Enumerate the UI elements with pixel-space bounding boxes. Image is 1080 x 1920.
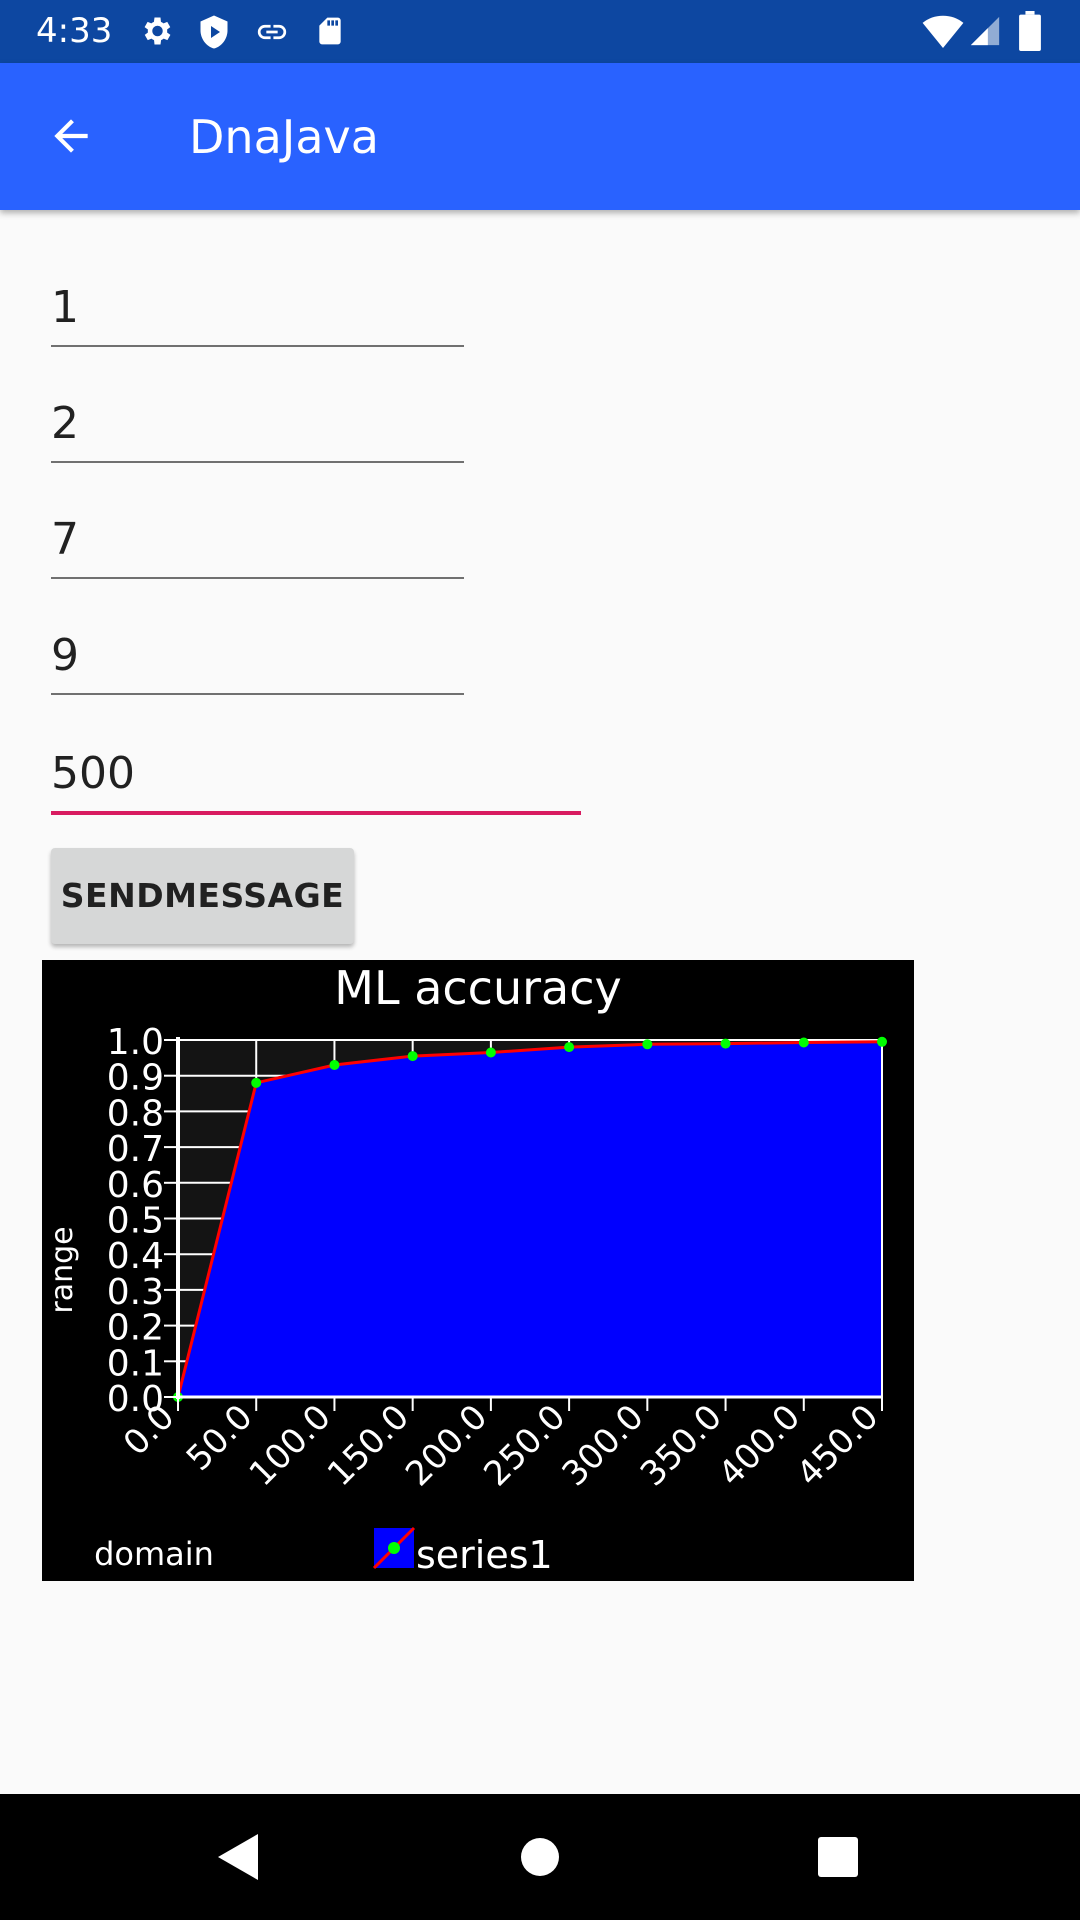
arrow-back-icon: [54, 119, 88, 153]
y-tick-label: 0.1: [107, 1343, 164, 1384]
accuracy-chart: 0.00.10.20.30.40.50.60.70.80.91.00.050.0…: [42, 960, 914, 1581]
data-point: [720, 1038, 731, 1049]
link-icon: [257, 24, 287, 40]
y-tick-label: 0.2: [107, 1308, 164, 1349]
input-field-1[interactable]: 1: [51, 275, 464, 347]
y-tick-label: 0.7: [107, 1129, 164, 1170]
sd-card-icon: [319, 17, 341, 45]
x-axis-label: domain: [94, 1535, 214, 1573]
input-field-3[interactable]: 7: [51, 507, 464, 579]
input-field-2[interactable]: 2: [51, 391, 464, 463]
legend-point: [388, 1542, 400, 1554]
gear-icon: [144, 17, 171, 45]
send-message-button[interactable]: SENDMESSAGE: [51, 848, 354, 944]
series-line: [176, 1040, 883, 1398]
series-area: [178, 1041, 882, 1397]
data-point: [407, 1051, 418, 1062]
data-point: [329, 1059, 340, 1070]
wifi-icon: [922, 15, 964, 48]
status-time: 4:33: [36, 11, 113, 51]
y-tick-label: 0.5: [107, 1201, 164, 1242]
y-tick-label: 0.4: [107, 1236, 164, 1277]
home-circle-icon[interactable]: [520, 1837, 560, 1877]
y-tick-label: 0.0: [107, 1379, 164, 1420]
input-field-5[interactable]: 500: [51, 741, 581, 815]
data-point: [564, 1042, 575, 1053]
y-tick-label: 0.9: [107, 1058, 164, 1099]
y-axis-label: range: [45, 1226, 80, 1313]
signal-icon: [970, 16, 1000, 46]
data-point: [877, 1036, 887, 1047]
recents-square-icon[interactable]: [818, 1837, 858, 1877]
data-point: [798, 1037, 809, 1048]
y-tick-label: 0.8: [107, 1093, 164, 1134]
y-tick-label: 1.0: [107, 1022, 164, 1063]
y-tick-label: 0.3: [107, 1272, 164, 1313]
back-triangle-icon[interactable]: [218, 1834, 258, 1880]
y-tick-label: 0.6: [107, 1165, 164, 1206]
data-point: [485, 1047, 496, 1058]
legend-label: series1: [416, 1533, 553, 1577]
back-button[interactable]: [28, 103, 114, 171]
chart-title: ML accuracy: [334, 961, 621, 1015]
status-bar: 4:33: [0, 0, 1080, 63]
battery-icon: [1019, 11, 1041, 51]
data-point: [642, 1039, 653, 1050]
navigation-bar: [0, 1794, 1080, 1920]
app-bar: DnaJava: [0, 63, 1080, 210]
input-field-4[interactable]: 9: [51, 623, 464, 695]
shield-play-icon: [200, 15, 228, 49]
app-title: DnaJava: [189, 110, 379, 164]
data-point: [251, 1077, 262, 1088]
